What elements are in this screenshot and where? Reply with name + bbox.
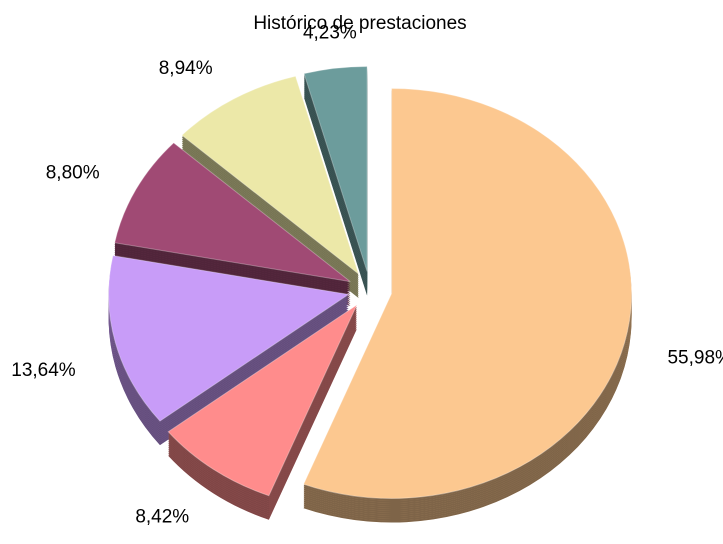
data-label: 55,98% <box>667 347 723 368</box>
slice <box>302 87 633 499</box>
data-label: 4,23% <box>303 23 357 44</box>
data-label: 8,80% <box>46 163 100 184</box>
slice <box>167 303 359 497</box>
slice <box>108 255 350 422</box>
data-label: 8,42% <box>135 506 189 527</box>
data-label: 13,64% <box>11 360 76 381</box>
slice <box>303 65 368 272</box>
slice <box>114 142 351 283</box>
data-label: 8,94% <box>159 58 213 79</box>
chart-title: Histórico de prestaciones <box>253 13 466 34</box>
slice <box>181 75 360 276</box>
